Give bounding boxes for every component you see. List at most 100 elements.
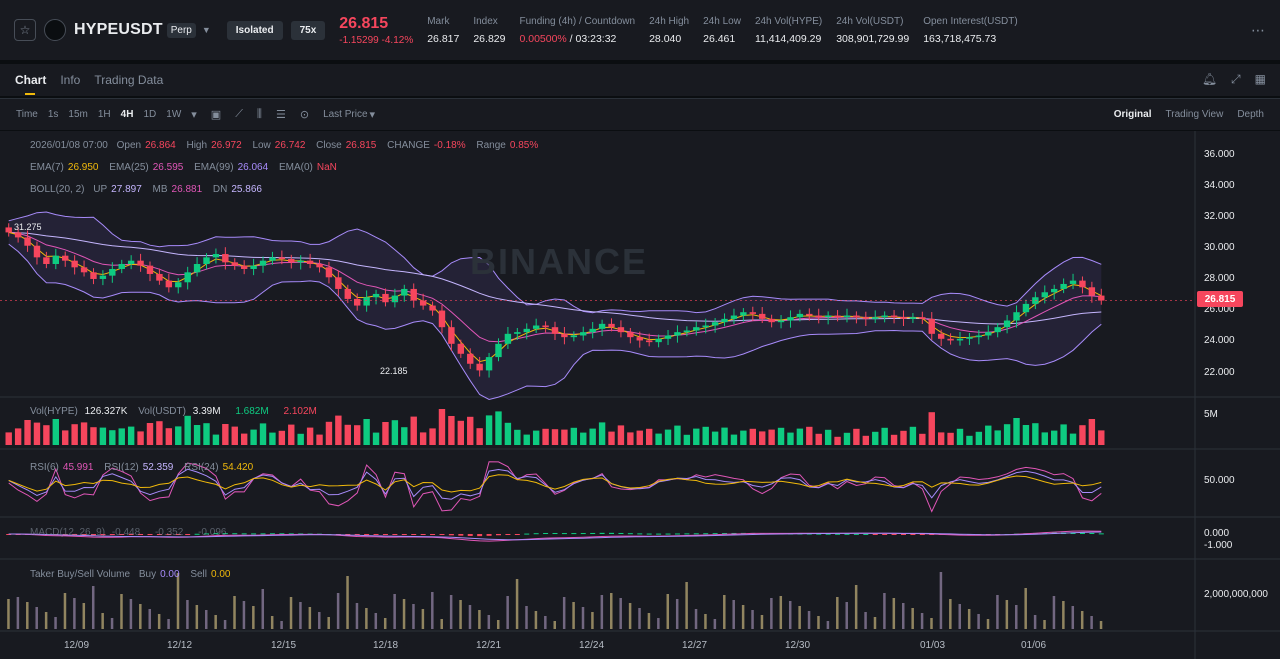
taker-volume-bar xyxy=(1062,601,1065,629)
price-type-select[interactable]: Last Price xyxy=(323,109,368,120)
tab-info[interactable]: Info xyxy=(60,73,81,87)
leverage-button[interactable]: 75x xyxy=(290,20,326,40)
symbol-name[interactable]: HYPEUSDT xyxy=(74,21,163,38)
macd-histogram-bar xyxy=(524,533,530,535)
candle-body xyxy=(212,254,220,258)
macd-histogram-bar xyxy=(213,533,219,535)
stat-value: 26.461 xyxy=(703,32,736,45)
boll-legend: BOLL(20, 2) UP 27.897 MB 26.881 DN 25.866 xyxy=(30,184,262,195)
candle-body xyxy=(740,312,747,316)
volume-bar xyxy=(749,428,756,445)
taker-volume-bar xyxy=(638,608,641,629)
macd-histogram-bar xyxy=(844,533,850,535)
chevron-down-icon[interactable]: ▾ xyxy=(369,109,376,121)
chevron-down-icon[interactable]: ▼ xyxy=(201,25,211,35)
candle-body xyxy=(815,315,822,318)
ticker-stats: Mark 26.817 Index 26.829 Funding (4h) / Coun… xyxy=(413,16,1017,45)
star-icon[interactable]: ☆ xyxy=(14,19,36,41)
rsi6-value: 45.991 xyxy=(62,462,94,473)
taker-volume-bar xyxy=(600,595,604,629)
interval-1h[interactable]: 1H xyxy=(97,109,111,120)
taker-volume-bar xyxy=(346,576,349,629)
taker-volume-bar xyxy=(280,621,283,629)
volume-bar xyxy=(278,430,286,445)
macd-histogram-bar xyxy=(175,534,181,535)
volume-bar xyxy=(410,416,417,445)
macd-histogram-bar xyxy=(138,534,144,535)
macd-histogram-bar xyxy=(251,533,257,535)
calendar-icon[interactable]: ▣ xyxy=(210,109,222,121)
macd-histogram-bar xyxy=(392,534,398,535)
interval-1d[interactable]: 1D xyxy=(143,109,157,120)
volume-bar xyxy=(62,430,69,445)
volume-bar xyxy=(495,411,502,445)
volume-bar xyxy=(1069,433,1077,445)
candle-body xyxy=(787,317,794,321)
expand-icon[interactable]: ⤢ xyxy=(1231,72,1241,86)
candle-body xyxy=(570,335,578,338)
candle-body xyxy=(467,353,474,364)
macd-histogram-bar xyxy=(712,533,718,535)
volume-bar xyxy=(109,430,116,445)
interval-4h[interactable]: 4H xyxy=(120,109,134,120)
macd-histogram-bar xyxy=(119,534,125,535)
candle-type-icon[interactable]: ⫼ xyxy=(256,108,262,120)
margin-mode-button[interactable]: Isolated xyxy=(226,20,283,40)
funding-countdown: / 03:23:32 xyxy=(566,32,617,45)
settings-icon[interactable]: ☰ xyxy=(275,109,286,121)
volume-bar xyxy=(231,426,238,445)
macd-tick: 0.000 xyxy=(1204,528,1230,539)
macd-histogram-bar xyxy=(232,533,238,535)
interval-15m[interactable]: 15m xyxy=(68,109,88,120)
candle-body xyxy=(504,333,512,344)
macd-histogram-bar xyxy=(533,533,539,535)
grid-icon[interactable]: ▦ xyxy=(1254,72,1266,86)
candle-body xyxy=(598,323,606,329)
stat-label: 24h High xyxy=(649,15,690,27)
more-icon[interactable]: ⋯ xyxy=(1251,22,1266,38)
y-tick: 24.000 xyxy=(1204,335,1235,346)
volume-bar xyxy=(438,409,446,445)
volume-bar xyxy=(683,434,691,445)
interval-time[interactable]: Time xyxy=(16,109,38,120)
taker-volume-bar xyxy=(1090,616,1093,629)
candle-body xyxy=(1003,320,1011,328)
taker-volume-bar xyxy=(1015,605,1018,629)
candle-body xyxy=(269,257,276,261)
tab-trading-data[interactable]: Trading Data xyxy=(94,73,164,87)
tab-chart[interactable]: Chart xyxy=(15,73,47,95)
taker-volume-bar xyxy=(920,613,924,629)
taker-volume-bar xyxy=(647,613,651,629)
price-chart[interactable] xyxy=(0,131,1280,659)
taker-label: Taker Buy/Sell Volume xyxy=(30,569,131,580)
taker-volume-bar xyxy=(958,604,962,629)
volume-bar xyxy=(768,429,775,445)
volume-bar xyxy=(693,428,700,445)
chevron-down-icon[interactable]: ▾ xyxy=(191,109,197,121)
indicator-icon[interactable]: ⟋ xyxy=(235,108,243,120)
candle-body xyxy=(693,327,700,331)
taker-volume-bar xyxy=(732,600,735,629)
chart-area[interactable]: BINANCE 2026/01/08 07:00 Open 26.864 High… xyxy=(0,131,1280,659)
bell-icon[interactable]: 🔔︎ xyxy=(1201,72,1218,86)
vol-usdt: 3.39M xyxy=(192,406,221,417)
view-depth[interactable]: Depth xyxy=(1237,109,1264,120)
interval-1s[interactable]: 1s xyxy=(47,109,59,120)
interval-1w[interactable]: 1W xyxy=(166,109,182,120)
taker-volume-bar xyxy=(901,603,905,629)
stat-label: Funding (4h) / Countdown xyxy=(519,15,636,27)
stat-value: 26.829 xyxy=(473,32,506,45)
taker-volume-bar xyxy=(883,593,886,629)
taker-volume-bar xyxy=(562,597,566,629)
volume-bar xyxy=(956,428,964,445)
view-trading-view[interactable]: Trading View xyxy=(1165,109,1224,120)
view-original[interactable]: Original xyxy=(1113,109,1152,120)
taker-volume-bar xyxy=(63,593,67,629)
candle-body xyxy=(1050,288,1058,293)
taker-volume-bar xyxy=(930,618,933,629)
vol-hype: 126.327K xyxy=(84,406,128,417)
candle-body xyxy=(250,265,257,269)
target-icon[interactable]: ⊙ xyxy=(299,109,310,121)
taker-volume-bar xyxy=(7,599,10,629)
volume-bar xyxy=(222,424,229,445)
